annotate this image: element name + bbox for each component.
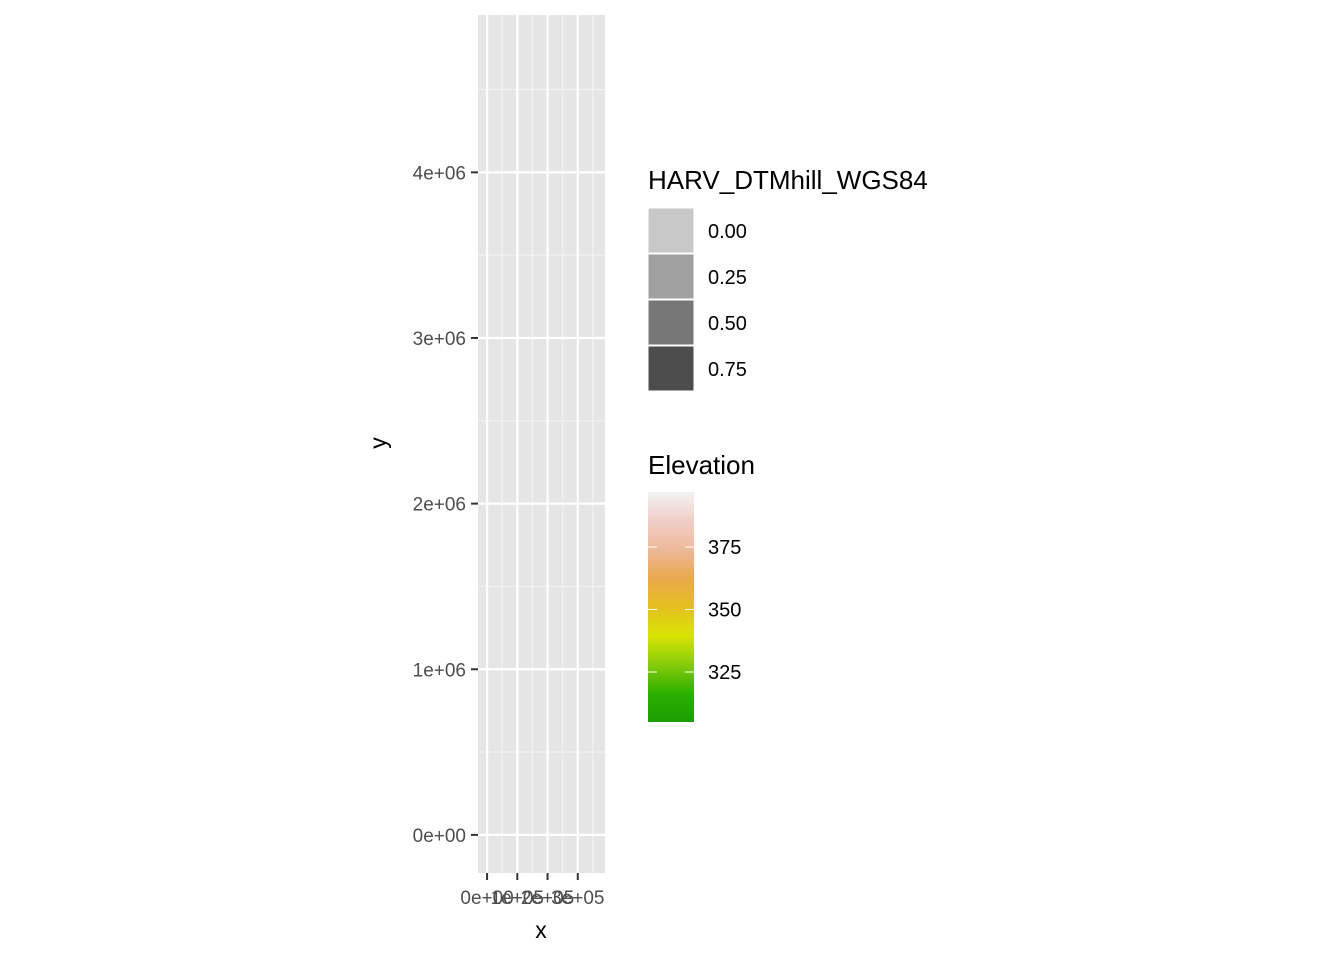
legend-elevation: Elevation 375 350 325 xyxy=(648,450,755,722)
y-axis-title: y xyxy=(365,437,391,449)
legend-alpha-label: 0.50 xyxy=(708,313,747,335)
y-axis: 0e+00 1e+06 2e+06 3e+06 4e+06 xyxy=(413,163,478,847)
x-tick-label: 1e+05 xyxy=(491,888,544,909)
colorbar-break-label: 325 xyxy=(708,662,741,684)
y-tick-label: 3e+06 xyxy=(413,329,466,350)
colorbar-break-label: 375 xyxy=(708,537,741,559)
plot-panel xyxy=(478,15,605,873)
y-tick-label: 0e+00 xyxy=(413,826,466,847)
legend-alpha-key xyxy=(647,253,695,300)
legend-alpha-key xyxy=(647,299,695,346)
colorbar-break-label: 350 xyxy=(708,600,741,622)
legend-alpha-label: 0.25 xyxy=(708,267,747,289)
y-tick-label: 2e+06 xyxy=(413,495,466,516)
legend-elevation-title: Elevation xyxy=(648,450,755,480)
x-tick-label: 3e+05 xyxy=(551,888,604,909)
y-tick-label: 4e+06 xyxy=(413,163,466,184)
y-tick-label: 1e+06 xyxy=(413,660,466,681)
legend-alpha-label: 0.00 xyxy=(708,221,747,243)
legend-alpha-key xyxy=(647,345,695,392)
x-axis-title: x xyxy=(535,917,547,943)
elevation-colorbar xyxy=(648,492,694,722)
legend-alpha-label: 0.75 xyxy=(708,359,747,381)
legend-alpha: HARV_DTMhill_WGS84 0.00 0.25 0.50 0.75 xyxy=(647,165,928,392)
panel-background xyxy=(478,15,605,873)
legend-alpha-key xyxy=(647,207,695,254)
legend-alpha-title: HARV_DTMhill_WGS84 xyxy=(648,165,928,195)
x-tick-label: 0e+00 xyxy=(460,888,513,909)
x-tick-label: 2e+05 xyxy=(521,888,574,909)
